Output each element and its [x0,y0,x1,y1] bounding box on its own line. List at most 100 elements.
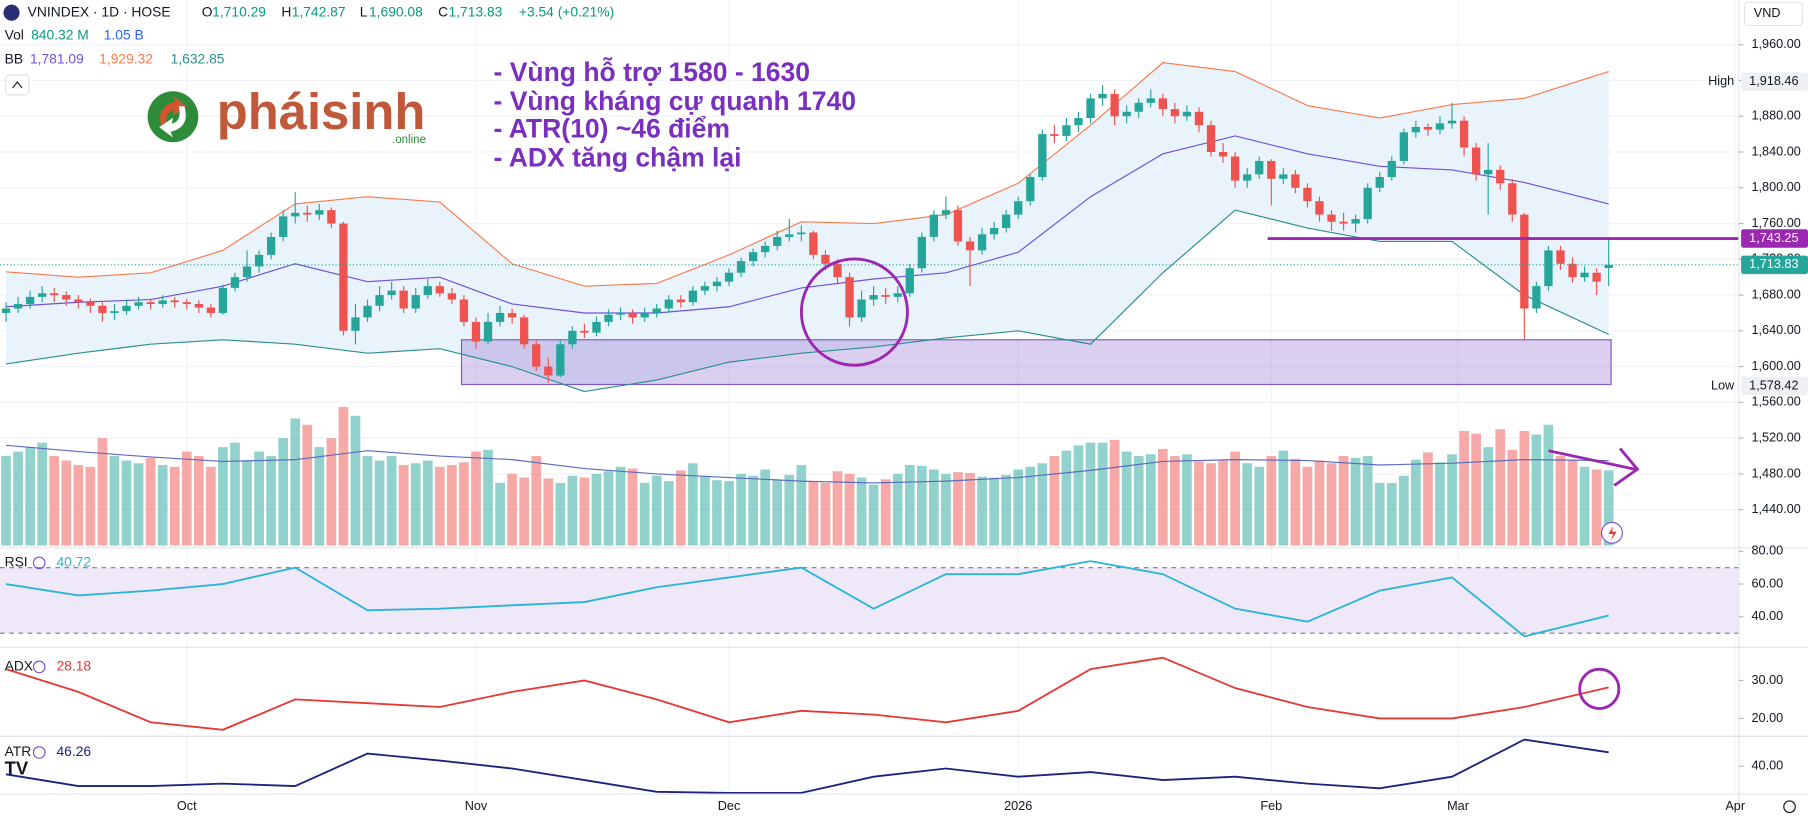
volume-bar [663,481,674,546]
volume-bar [977,476,987,546]
volume-ma [5,444,1609,484]
volume-bar [1423,452,1433,546]
y-tick-label: 1,600.00 [1752,359,1801,373]
candle-body [459,299,469,322]
candle-body [965,241,975,251]
volume-bar [904,465,915,546]
candle-body [146,302,155,305]
volume-bar [242,460,252,546]
candle-body [1026,177,1035,202]
candle-body [1399,132,1408,161]
y-tick-label: 1,520.00 [1752,430,1801,444]
volume-bar [531,456,542,546]
indicator-title: ADX [5,658,33,674]
volume-bar [169,466,180,546]
candle-body [556,344,565,376]
volume-bar [1338,456,1349,546]
currency-button[interactable] [1744,1,1803,27]
candle-body [676,299,685,303]
adx-pane [5,656,1609,731]
volume-bar [266,456,276,546]
volume-bar [929,469,939,546]
y-tick-label: 1,680.00 [1752,287,1801,301]
volume-bar [675,470,686,546]
rsi-pane [0,560,1739,638]
candle-body [785,234,794,237]
volume-bar [218,447,228,546]
volume-bar [1435,462,1445,546]
volume-bar [278,438,289,546]
collapse-button[interactable] [5,74,30,96]
candle-body [773,236,782,246]
candle-body [857,299,866,318]
candle-body [1556,250,1565,264]
volume-bar [1507,449,1518,546]
volume-bar [25,447,35,546]
candle-body [230,277,240,288]
vol-value: 840.32 M [31,26,89,42]
candle-body [1291,174,1300,188]
support-zone [460,339,1612,386]
high-label: 1,918.46 [1749,74,1798,88]
volume-bar [193,456,204,546]
volume-bar [736,473,746,546]
candle-body [712,281,722,287]
y-tick-label: 40.00 [1752,609,1784,623]
highlight-circle [799,257,909,367]
volume-bar [1471,433,1481,546]
candle-body [291,212,300,217]
volume-bar [350,415,361,546]
volume-bar [386,456,397,546]
candle-body [86,302,95,306]
candle-body [821,254,830,264]
x-tick-label: Mar [1447,799,1470,813]
candle-body [604,314,613,322]
annotation: - Vùng kháng cự quanh 1740 [494,86,856,116]
volume-bar [555,482,566,546]
volume-bar [820,482,831,546]
candle-body [833,263,842,278]
bb-upper: 1,929.32 [99,51,153,67]
y-tick-label: 1,880.00 [1752,109,1801,123]
candle-body [1604,264,1613,268]
candle-body [1303,187,1312,202]
candle-body [1086,98,1095,119]
volume-bar [1362,456,1373,546]
logo-name: pháisinh [217,83,426,140]
collapse-icon [12,81,23,89]
volume-bar [145,457,156,546]
volume-bar [1025,466,1036,546]
candle-body [1484,169,1493,175]
candle-body [1170,109,1180,117]
settings-icon[interactable] [1783,800,1796,814]
volume-bar [434,466,445,546]
volume-bar [639,482,650,546]
candle-body [1074,118,1083,126]
candle-body [1375,177,1384,188]
open-label: O [202,3,213,19]
indicator-value: 28.18 [57,658,92,674]
volume-bar [796,465,807,546]
candle-body [50,293,59,296]
volume-bar [1398,475,1409,546]
volume-bar [760,469,771,546]
last-price-box [1741,255,1808,275]
volume-bar [603,471,614,546]
y-tick-label: 1,960.00 [1752,37,1801,51]
candle-body [303,212,312,215]
candle-body [616,312,625,315]
y-tick-label: 80.00 [1752,544,1784,558]
volume-bar [1242,463,1253,546]
volume-bar [1145,454,1156,546]
candle-body [1387,160,1396,178]
candle-body [1134,102,1143,112]
vol-ma-value: 1.05 B [104,26,144,42]
volume-bar [1411,459,1421,546]
x-tick-label: Feb [1260,799,1282,813]
candle-body [1508,183,1517,215]
volume-bar [1085,442,1096,546]
candle-body [242,266,252,278]
candle-body [809,232,818,255]
resistance-label: 1,743.25 [1749,231,1798,245]
candle-body [25,296,35,305]
